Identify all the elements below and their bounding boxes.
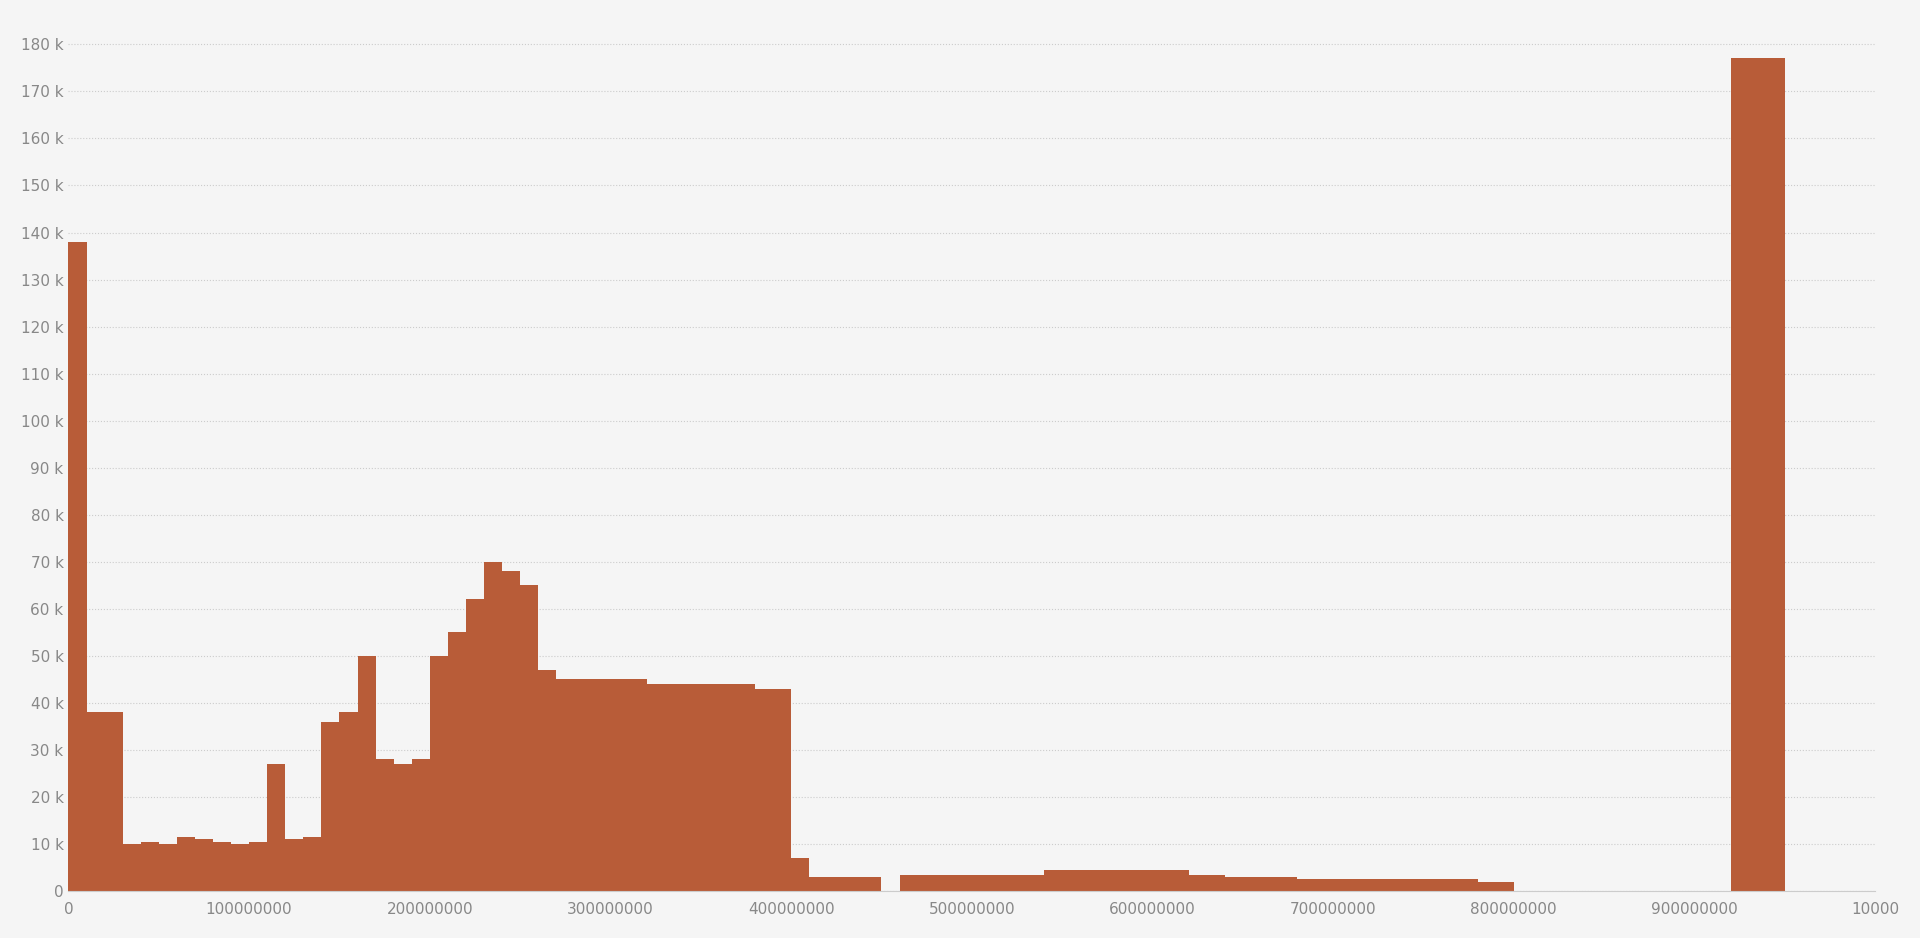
Bar xyxy=(86,712,104,891)
Bar xyxy=(972,874,1008,891)
Bar xyxy=(828,877,845,891)
Bar xyxy=(664,684,684,891)
Bar xyxy=(140,841,159,891)
Bar xyxy=(447,632,467,891)
Bar xyxy=(1188,874,1225,891)
Bar xyxy=(1225,877,1261,891)
Bar xyxy=(321,721,340,891)
Bar xyxy=(647,684,664,891)
Bar xyxy=(520,585,538,891)
Bar xyxy=(501,571,520,891)
Bar xyxy=(701,684,718,891)
Bar xyxy=(196,840,213,891)
Bar xyxy=(250,841,267,891)
Bar xyxy=(213,841,230,891)
Bar xyxy=(1152,870,1188,891)
Bar xyxy=(394,764,411,891)
Bar xyxy=(593,679,611,891)
Bar xyxy=(538,670,557,891)
Bar xyxy=(611,679,628,891)
Bar xyxy=(340,712,357,891)
Bar xyxy=(267,764,286,891)
Bar xyxy=(69,242,86,891)
Bar xyxy=(628,679,647,891)
Bar xyxy=(376,760,394,891)
Bar xyxy=(557,679,574,891)
Bar xyxy=(574,679,593,891)
Bar xyxy=(808,877,828,891)
Bar xyxy=(1478,882,1513,891)
Bar xyxy=(1081,870,1116,891)
Bar xyxy=(1298,879,1332,891)
Bar xyxy=(123,844,140,891)
Bar xyxy=(177,837,196,891)
Bar xyxy=(755,688,774,891)
Bar xyxy=(467,599,484,891)
Bar xyxy=(430,656,447,891)
Bar xyxy=(104,712,123,891)
Bar xyxy=(357,656,376,891)
Bar xyxy=(159,844,177,891)
Bar xyxy=(791,858,808,891)
Bar xyxy=(303,837,321,891)
Bar xyxy=(684,684,701,891)
Bar xyxy=(864,877,881,891)
Bar xyxy=(718,684,737,891)
Bar xyxy=(737,684,755,891)
Bar xyxy=(484,562,501,891)
Bar xyxy=(1044,870,1081,891)
Bar xyxy=(1369,879,1405,891)
Bar xyxy=(845,877,864,891)
Bar xyxy=(1730,58,1786,891)
Bar xyxy=(935,874,972,891)
Bar xyxy=(1116,870,1152,891)
Bar xyxy=(899,874,935,891)
Bar xyxy=(1405,879,1442,891)
Bar xyxy=(286,840,303,891)
Bar xyxy=(411,760,430,891)
Bar xyxy=(1332,879,1369,891)
Bar xyxy=(1008,874,1044,891)
Bar xyxy=(1261,877,1298,891)
Bar xyxy=(230,844,250,891)
Bar xyxy=(774,688,791,891)
Bar xyxy=(1442,879,1478,891)
